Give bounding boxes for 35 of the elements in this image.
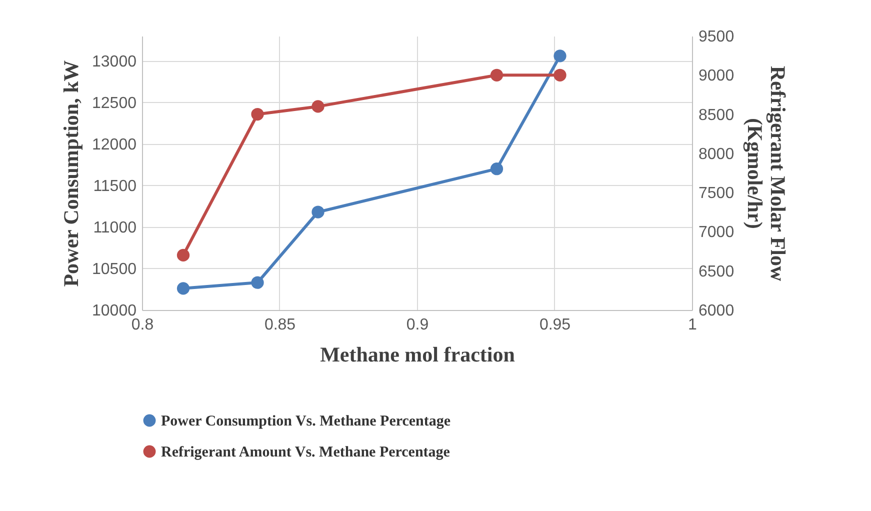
y2-tick-label: 7500: [698, 185, 734, 202]
y-tick-label: 10000: [92, 302, 137, 320]
point: [554, 68, 566, 82]
x-tick-label: 1: [688, 316, 698, 334]
y-tick-label: 12500: [92, 94, 137, 112]
y-tick-label: 11500: [93, 178, 137, 195]
y2-axis-title: Refrigerant Molar Flow (Kgmole/hr): [743, 66, 790, 282]
y2-tick-label: 8500: [698, 106, 734, 124]
point: [176, 248, 190, 262]
point: [312, 100, 324, 113]
y2-tick-label: 9000: [698, 68, 734, 85]
y-tick-label: 12000: [92, 136, 137, 154]
point: [490, 68, 504, 82]
x-tick-label: 0.8: [131, 316, 154, 334]
point: [251, 276, 264, 289]
point: [251, 108, 264, 121]
y2-tick-label: 7000: [698, 224, 734, 242]
x-axis-title: Methane mol fraction: [320, 342, 516, 366]
y2-tick-label: 6500: [698, 263, 734, 280]
point: [554, 50, 566, 62]
y2-tick-label: 6000: [698, 302, 734, 320]
point: [176, 282, 190, 295]
y-tick-label: 10500: [92, 260, 137, 278]
y-axis-title: Power Consumption, kW: [59, 60, 84, 287]
y2-tick-label: 9500: [698, 28, 734, 46]
y-tick-label: 13000: [92, 53, 137, 70]
y-tick-label: 11000: [93, 219, 137, 236]
legend-label: Power Consumption Vs. Methane Percentage: [161, 414, 451, 430]
x-tick-label: 0.85: [264, 316, 296, 334]
point: [312, 206, 324, 218]
x-tick-label: 0.95: [539, 316, 571, 334]
x-tick-label: 0.9: [406, 316, 429, 334]
y2-tick-label: 8000: [698, 146, 734, 163]
point: [490, 162, 504, 176]
legend-label: Refrigerant Amount Vs. Methane Percentage: [161, 444, 450, 460]
